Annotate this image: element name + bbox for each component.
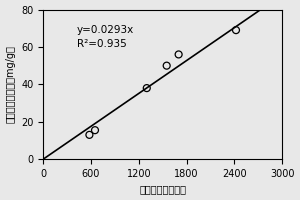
- Text: R²=0.935: R²=0.935: [77, 39, 126, 49]
- Point: [176, 53, 181, 56]
- Point: [234, 29, 239, 32]
- Point: [164, 64, 169, 67]
- Point: [93, 129, 98, 132]
- Point: [87, 133, 92, 136]
- Point: [144, 87, 149, 90]
- Text: y=0.0293x: y=0.0293x: [77, 25, 134, 35]
- Y-axis label: 单位质量含水量（mg/g）: 单位质量含水量（mg/g）: [6, 45, 16, 123]
- X-axis label: 单位质量位局幅度: 单位质量位局幅度: [139, 184, 186, 194]
